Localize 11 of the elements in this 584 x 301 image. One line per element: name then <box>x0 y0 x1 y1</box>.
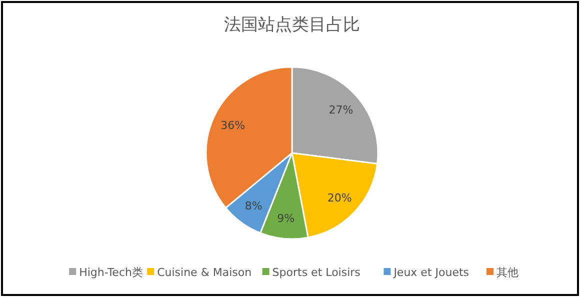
data-label: 8% <box>244 200 262 213</box>
legend-label: High-Tech类 <box>79 266 143 279</box>
data-label: 27% <box>328 104 354 117</box>
data-label: 20% <box>327 192 352 205</box>
data-label: 9% <box>277 212 295 225</box>
legend-label: Cuisine & Maison <box>157 266 252 279</box>
legend-label: Jeux et Jouets <box>392 266 470 279</box>
data-label: 36% <box>220 119 246 132</box>
chart-title: 法国站点类目占比 <box>224 15 360 35</box>
legend-label: Sports et Loisirs <box>272 266 361 279</box>
legend-label: 其他 <box>496 266 518 279</box>
